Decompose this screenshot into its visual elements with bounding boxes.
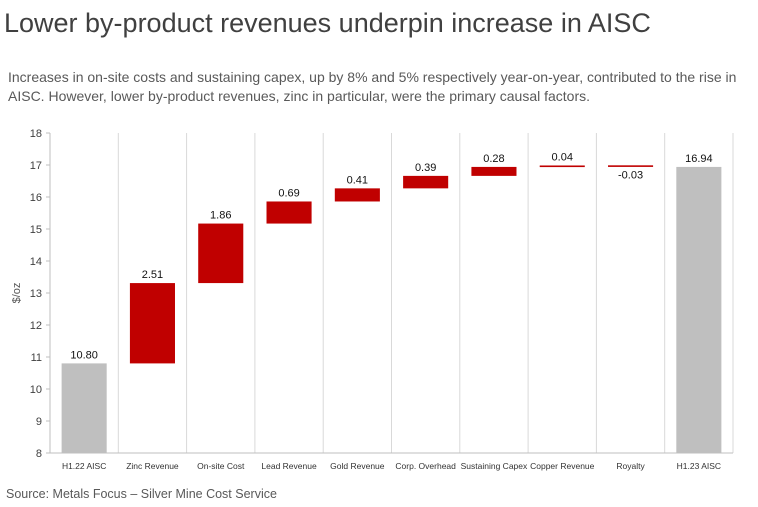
x-tick-label: Zinc Revenue	[126, 461, 179, 471]
data-label: 1.86	[210, 210, 231, 222]
x-tick-label: H1.22 AISC	[62, 461, 106, 471]
y-tick-label: 8	[36, 448, 42, 460]
y-tick-label: 10	[30, 384, 42, 396]
data-label: -0.03	[618, 170, 643, 182]
x-axis: H1.22 AISC Zinc Revenue On-site Cost Lead R…	[50, 452, 733, 471]
y-tick-label: 17	[30, 160, 42, 172]
bar	[608, 165, 654, 167]
y-axis-label: $/oz	[11, 283, 23, 304]
data-label: 10.80	[70, 349, 98, 361]
data-label: 0.28	[483, 153, 504, 165]
y-tick-label: 9	[36, 416, 42, 428]
x-tick-label: Lead Revenue	[261, 461, 317, 471]
grid-lines	[49, 133, 734, 453]
bar	[539, 165, 585, 168]
x-tick-label: Royalty	[616, 461, 645, 471]
y-tick-label: 18	[30, 128, 42, 140]
x-tick-label: Corp. Overhead	[395, 461, 456, 471]
x-tick-label: On-site Cost	[197, 461, 245, 471]
bar	[403, 175, 449, 189]
data-label: 0.69	[278, 187, 299, 199]
data-label: 0.39	[415, 162, 436, 174]
bar	[129, 283, 175, 364]
y-tick-label: 12	[30, 320, 42, 332]
data-label: 2.51	[142, 269, 163, 281]
x-tick-label: Copper Revenue	[530, 461, 595, 471]
y-axis: 8 9 10 11 12 13 14 15 16 17 18 $/oz	[11, 128, 51, 460]
x-tick-label: H1.23 AISC	[677, 461, 721, 471]
bar	[471, 166, 517, 176]
y-tick-label: 13	[30, 288, 42, 300]
bar	[198, 223, 244, 284]
source-note: Source: Metals Focus – Silver Mine Cost …	[6, 487, 277, 501]
y-tick-label: 11	[31, 352, 42, 364]
data-label: 0.04	[552, 152, 573, 164]
bar	[676, 166, 722, 454]
data-label: 16.94	[685, 153, 713, 165]
chart-title: Lower by-product revenues underpin incre…	[4, 8, 651, 38]
y-tick-label: 14	[30, 256, 42, 268]
x-tick-label: Sustaining Capex	[461, 461, 528, 471]
x-tick-label: Gold Revenue	[330, 461, 385, 471]
y-tick-label: 15	[30, 224, 42, 236]
bar	[266, 201, 312, 224]
bar	[61, 363, 107, 453]
data-label: 0.41	[347, 174, 368, 186]
y-tick-label: 16	[30, 192, 42, 204]
data-labels-group: 10.80 2.51 1.86 0.69 0.41 0.39 0.28 0.04 -0.03 16…	[70, 152, 712, 362]
bar	[334, 188, 380, 202]
bars-group	[61, 165, 722, 454]
chart-subtitle: Increases in on-site costs and sustainin…	[8, 69, 737, 104]
